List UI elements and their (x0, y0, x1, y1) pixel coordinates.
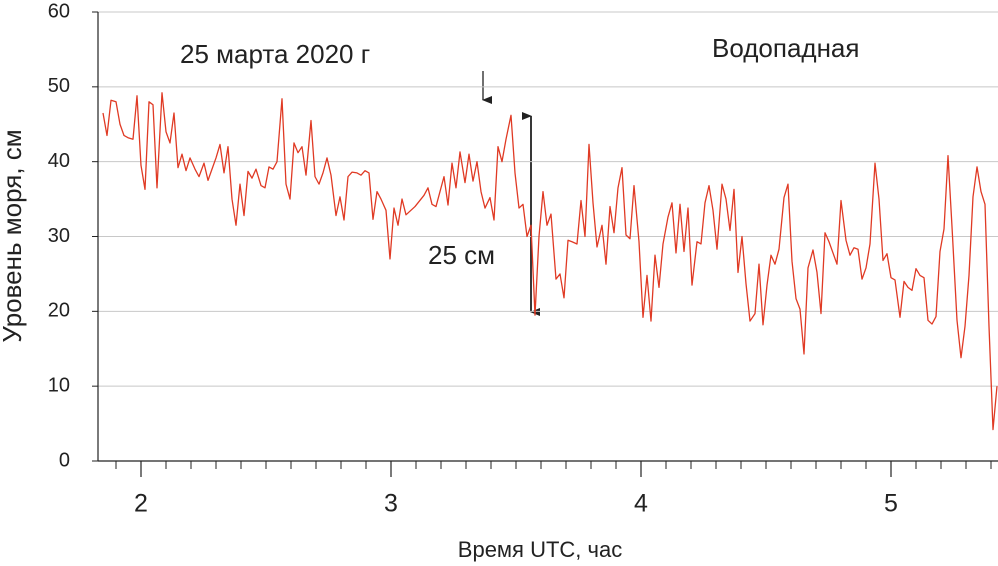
x-axis-label: Время UTC, час (458, 537, 622, 562)
amplitude-annotation: 25 см (428, 240, 495, 270)
y-tick-label: 60 (48, 0, 70, 22)
y-tick-label: 30 (48, 225, 70, 247)
y-tick-label: 50 (48, 75, 70, 97)
y-tick-label: 40 (48, 150, 70, 172)
y-tick-label: 20 (48, 300, 70, 322)
x-tick-label: 2 (134, 490, 148, 518)
x-tick-label: 4 (634, 490, 648, 518)
x-tick-label: 3 (384, 490, 398, 518)
y-tick-label: 10 (48, 374, 70, 396)
station-annotation: Водопадная (712, 33, 859, 63)
y-tick-label: 0 (59, 449, 70, 471)
x-tick-label: 5 (884, 490, 898, 518)
date-annotation: 25 марта 2020 г (180, 39, 370, 69)
series-line (102, 92, 998, 431)
y-axis-label: Уровень моря, см (0, 129, 27, 342)
